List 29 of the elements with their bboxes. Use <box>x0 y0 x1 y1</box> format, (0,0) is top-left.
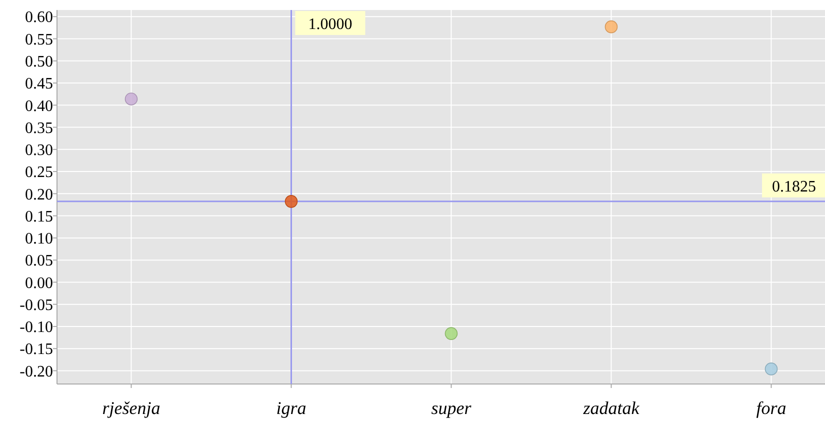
y-tick-label: -0.05 <box>20 296 53 314</box>
point <box>764 362 778 376</box>
y-tick-label: 0.15 <box>25 208 53 226</box>
point <box>284 195 298 208</box>
x-tick-label: igra <box>276 398 306 418</box>
y-tick-label: 0.45 <box>25 76 53 93</box>
ref-line-label: 0.1825 <box>772 178 816 196</box>
y-tick-label: 0.30 <box>25 142 53 160</box>
y-tick-label: 0.20 <box>25 186 53 204</box>
y-tick-label: 0.60 <box>25 9 53 26</box>
y-tick-label: 0.40 <box>25 98 53 115</box>
point <box>444 327 458 340</box>
y-tick-label: -0.10 <box>20 319 53 336</box>
y-tick-label: -0.15 <box>20 341 53 358</box>
ref-line-label: 1.0000 <box>308 16 352 33</box>
x-tick-label: zadatak <box>582 398 640 418</box>
x-tick-label: fora <box>756 398 786 418</box>
x-tick-label: super <box>431 398 472 418</box>
y-tick-label: 0.05 <box>25 252 53 270</box>
y-tick-label: 0.35 <box>25 120 53 137</box>
point <box>124 92 138 106</box>
x-tick-label: rješenja <box>102 398 160 418</box>
y-tick-label: -0.20 <box>20 363 53 380</box>
y-tick-label: 0.50 <box>25 54 53 70</box>
y-tick-label: 0.55 <box>25 31 53 48</box>
y-tick-label: 0.25 <box>25 164 53 182</box>
y-tick-label: 0.00 <box>25 274 53 292</box>
point <box>604 20 618 34</box>
y-tick-label: 0.10 <box>25 230 53 248</box>
